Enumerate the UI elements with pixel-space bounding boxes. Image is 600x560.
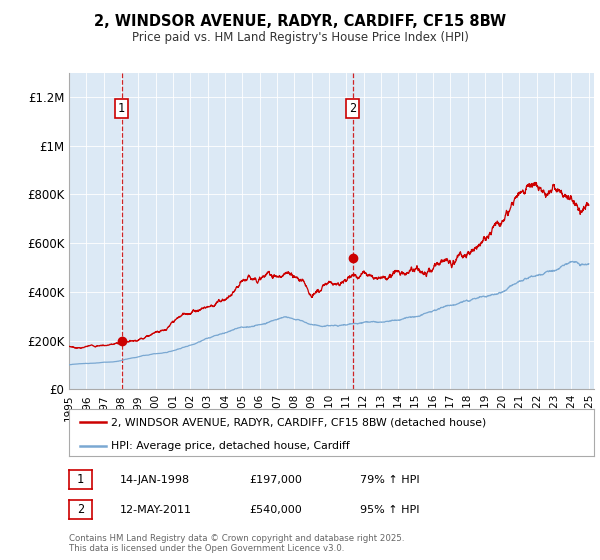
Text: 2: 2 bbox=[77, 503, 84, 516]
Text: 2: 2 bbox=[349, 101, 356, 115]
Text: 14-JAN-1998: 14-JAN-1998 bbox=[120, 475, 190, 485]
Text: Price paid vs. HM Land Registry's House Price Index (HPI): Price paid vs. HM Land Registry's House … bbox=[131, 31, 469, 44]
Text: HPI: Average price, detached house, Cardiff: HPI: Average price, detached house, Card… bbox=[111, 441, 350, 451]
Text: Contains HM Land Registry data © Crown copyright and database right 2025.
This d: Contains HM Land Registry data © Crown c… bbox=[69, 534, 404, 553]
Text: 1: 1 bbox=[118, 101, 125, 115]
Text: 79% ↑ HPI: 79% ↑ HPI bbox=[360, 475, 419, 485]
Text: 2, WINDSOR AVENUE, RADYR, CARDIFF, CF15 8BW: 2, WINDSOR AVENUE, RADYR, CARDIFF, CF15 … bbox=[94, 14, 506, 29]
Text: 95% ↑ HPI: 95% ↑ HPI bbox=[360, 505, 419, 515]
Text: £197,000: £197,000 bbox=[249, 475, 302, 485]
Text: 1: 1 bbox=[77, 473, 84, 487]
Text: 12-MAY-2011: 12-MAY-2011 bbox=[120, 505, 192, 515]
Text: 2, WINDSOR AVENUE, RADYR, CARDIFF, CF15 8BW (detached house): 2, WINDSOR AVENUE, RADYR, CARDIFF, CF15 … bbox=[111, 417, 486, 427]
Text: £540,000: £540,000 bbox=[249, 505, 302, 515]
